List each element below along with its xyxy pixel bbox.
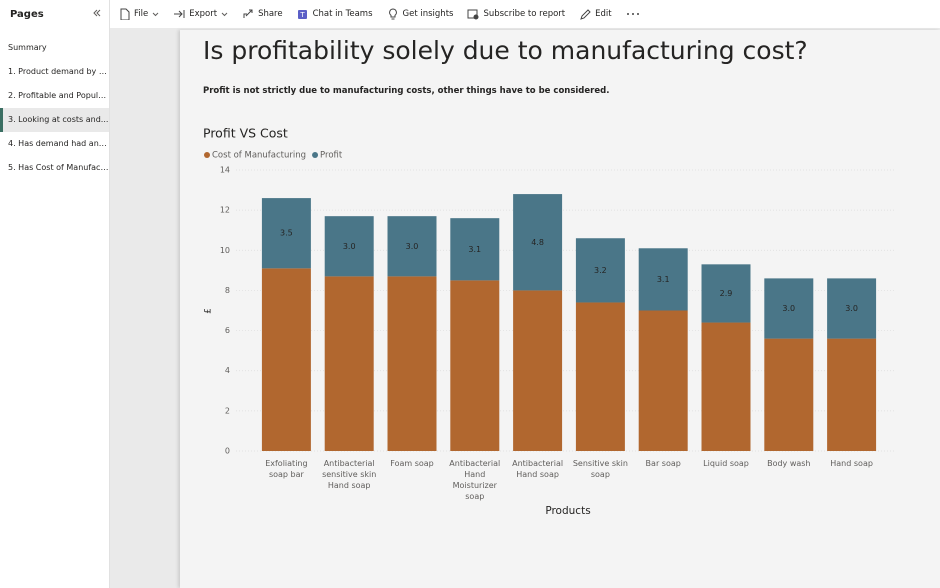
toolbar-label: Subscribe to report xyxy=(483,9,566,19)
x-axis-label: Products xyxy=(545,505,590,517)
bar-segment xyxy=(513,194,563,291)
collapse-button[interactable] xyxy=(92,8,102,18)
data-label: 3.0 xyxy=(406,242,419,251)
bar-segment xyxy=(638,248,688,311)
page-list: Summary 1. Product demand by Y... 2. Profi… xyxy=(0,36,109,180)
x-tick-label: Hand soap xyxy=(830,459,873,468)
toolbar-label: Get insights xyxy=(402,9,454,19)
bar-segment xyxy=(827,278,877,339)
pages-title: Pages xyxy=(10,9,44,20)
bar-segment xyxy=(261,198,311,269)
bar-segment xyxy=(450,280,500,451)
toolbar-icon xyxy=(120,8,130,20)
data-label: 4.8 xyxy=(531,238,544,247)
bar-segment xyxy=(638,310,688,451)
y-axis-label: £ xyxy=(204,308,214,314)
toolbar-icon xyxy=(243,9,253,18)
x-tick-label: Antibacterial Hand soap xyxy=(512,459,564,479)
toolbar-button[interactable]: Get insights xyxy=(387,8,454,20)
legend-marker xyxy=(312,152,319,158)
bar-segment xyxy=(764,278,814,339)
report-subtitle: Profit is not strictly due to manufactur… xyxy=(203,86,610,96)
toolbar-label: Share xyxy=(258,9,283,19)
toolbar-icon xyxy=(388,8,397,20)
data-label: 3.0 xyxy=(782,304,795,313)
toolbar-button[interactable]: Edit xyxy=(579,8,612,20)
bar-segment xyxy=(324,276,374,451)
x-tick-label: Bar soap xyxy=(645,459,681,468)
data-label: 3.5 xyxy=(280,229,293,238)
page-tab[interactable]: 3. Looking at costs and... xyxy=(0,108,109,132)
toolbar: File Export Share T Chat in Teams Get insight… xyxy=(110,0,940,28)
more-button[interactable] xyxy=(626,11,640,17)
x-tick-label: Antibacterial sensitive skin Hand soap xyxy=(322,459,377,490)
bar-segment xyxy=(764,338,814,451)
legend-label: Profit xyxy=(320,151,343,161)
toolbar-label: File xyxy=(134,9,149,19)
data-label: 3.2 xyxy=(594,266,607,275)
bar-segment xyxy=(575,238,625,303)
toolbar-icon xyxy=(174,10,185,18)
toolbar-button[interactable]: Subscribe to report xyxy=(467,8,565,20)
toolbar-button[interactable]: Export xyxy=(173,8,228,20)
toolbar-label: Export xyxy=(189,9,218,19)
y-tick-label: 6 xyxy=(225,326,230,335)
data-label: 3.1 xyxy=(468,245,481,254)
chart-title: Profit VS Cost xyxy=(203,126,288,141)
data-label: 3.0 xyxy=(343,242,356,251)
toolbar-label: Chat in Teams xyxy=(312,9,373,19)
bar-segment xyxy=(387,216,437,277)
svg-text:T: T xyxy=(299,11,305,19)
bar-segment xyxy=(387,276,437,451)
x-tick-label: Antibacterial Hand Moisturizer soap xyxy=(449,459,501,501)
bar-segment xyxy=(324,216,374,277)
data-label: 2.9 xyxy=(720,289,733,298)
bar-segment xyxy=(701,264,751,323)
dropdown-caret xyxy=(221,12,228,16)
bar-segment xyxy=(450,218,500,281)
data-label: 3.0 xyxy=(845,304,858,313)
y-tick-label: 8 xyxy=(225,286,230,295)
x-tick-label: Liquid soap xyxy=(703,459,749,468)
dropdown-caret xyxy=(152,12,159,16)
pages-pane: Pages Summary 1. Product demand by Y... 2.… xyxy=(0,0,110,588)
x-tick-label: Foam soap xyxy=(390,459,434,468)
toolbar-button[interactable]: T Chat in Teams xyxy=(297,8,373,20)
y-tick-label: 10 xyxy=(220,246,230,255)
y-tick-label: 12 xyxy=(220,206,230,215)
toolbar-icon: T xyxy=(297,10,307,19)
y-tick-label: 14 xyxy=(220,166,230,175)
data-label: 3.1 xyxy=(657,275,670,284)
report-title: Is profitability solely due to manufactu… xyxy=(203,36,808,65)
x-tick-label: Sensitive skin soap xyxy=(572,459,628,479)
x-tick-label: Body wash xyxy=(767,459,811,468)
bar-segment xyxy=(827,338,877,451)
legend-label: Cost of Manufacturing xyxy=(212,151,306,161)
bar-segment xyxy=(575,302,625,451)
bar-segment xyxy=(701,322,751,451)
toolbar-button[interactable]: Share xyxy=(242,8,283,20)
toolbar-icon xyxy=(580,9,591,20)
bar-segment xyxy=(513,290,563,451)
y-tick-label: 2 xyxy=(225,406,230,415)
x-tick-label: Exfoliating soap bar xyxy=(265,459,308,479)
toolbar-icon xyxy=(467,9,479,20)
bar-segment xyxy=(261,268,311,451)
y-tick-label: 4 xyxy=(225,366,230,375)
toolbar-button[interactable]: File xyxy=(118,8,159,20)
legend-marker xyxy=(204,152,210,158)
y-tick-label: 0 xyxy=(225,447,230,456)
toolbar-label: Edit xyxy=(595,9,612,19)
